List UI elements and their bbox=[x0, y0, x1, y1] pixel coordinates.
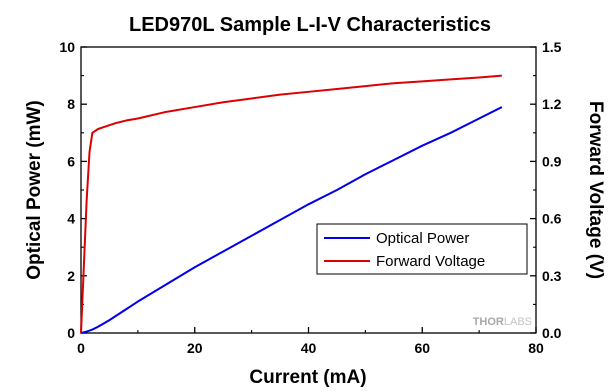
y2-tick-label: 0.6 bbox=[542, 211, 562, 227]
y2-tick-label: 0.3 bbox=[542, 268, 562, 284]
x-tick-label: 20 bbox=[187, 340, 203, 356]
plot-frame bbox=[80, 46, 537, 334]
x-tick-label: 40 bbox=[301, 340, 317, 356]
y2-tick-label: 0.0 bbox=[542, 325, 562, 341]
legend: Optical Power Forward Voltage bbox=[316, 223, 528, 275]
y2-axis-label: Forward Voltage (V) bbox=[585, 101, 606, 279]
ticks: 0 20 40 60 80 0 2 4 6 8 10 0.0 0.3 0.6 0.9 1.2 1.5 bbox=[59, 39, 561, 356]
series-lines bbox=[80, 74, 503, 334]
y2-tick-label: 1.2 bbox=[542, 96, 562, 112]
y-axis-label: Optical Power (mW) bbox=[24, 100, 45, 279]
x-tick-label: 60 bbox=[414, 340, 430, 356]
legend-label-optical-power: Optical Power bbox=[376, 230, 469, 247]
y-tick-label: 4 bbox=[67, 211, 75, 227]
series-line-optical-power bbox=[80, 106, 503, 334]
y-tick-label: 8 bbox=[67, 96, 75, 112]
y-tick-label: 6 bbox=[67, 153, 75, 169]
x-axis-label: Current (mA) bbox=[249, 367, 366, 388]
thorlabs-watermark: THORLABS bbox=[473, 316, 532, 328]
y2-tick-label: 1.5 bbox=[542, 39, 562, 55]
series-line-forward-voltage bbox=[80, 74, 502, 334]
x-tick-label: 0 bbox=[77, 340, 85, 356]
y-tick-label: 2 bbox=[67, 268, 75, 284]
legend-box bbox=[316, 223, 528, 275]
chart-title: LED970L Sample L-I-V Characteristics bbox=[129, 14, 491, 36]
y-tick-label: 0 bbox=[67, 325, 75, 341]
x-tick-label: 80 bbox=[528, 340, 544, 356]
y2-tick-label: 0.9 bbox=[542, 153, 562, 169]
legend-label-forward-voltage: Forward Voltage bbox=[376, 253, 485, 270]
y-tick-label: 10 bbox=[59, 39, 75, 55]
